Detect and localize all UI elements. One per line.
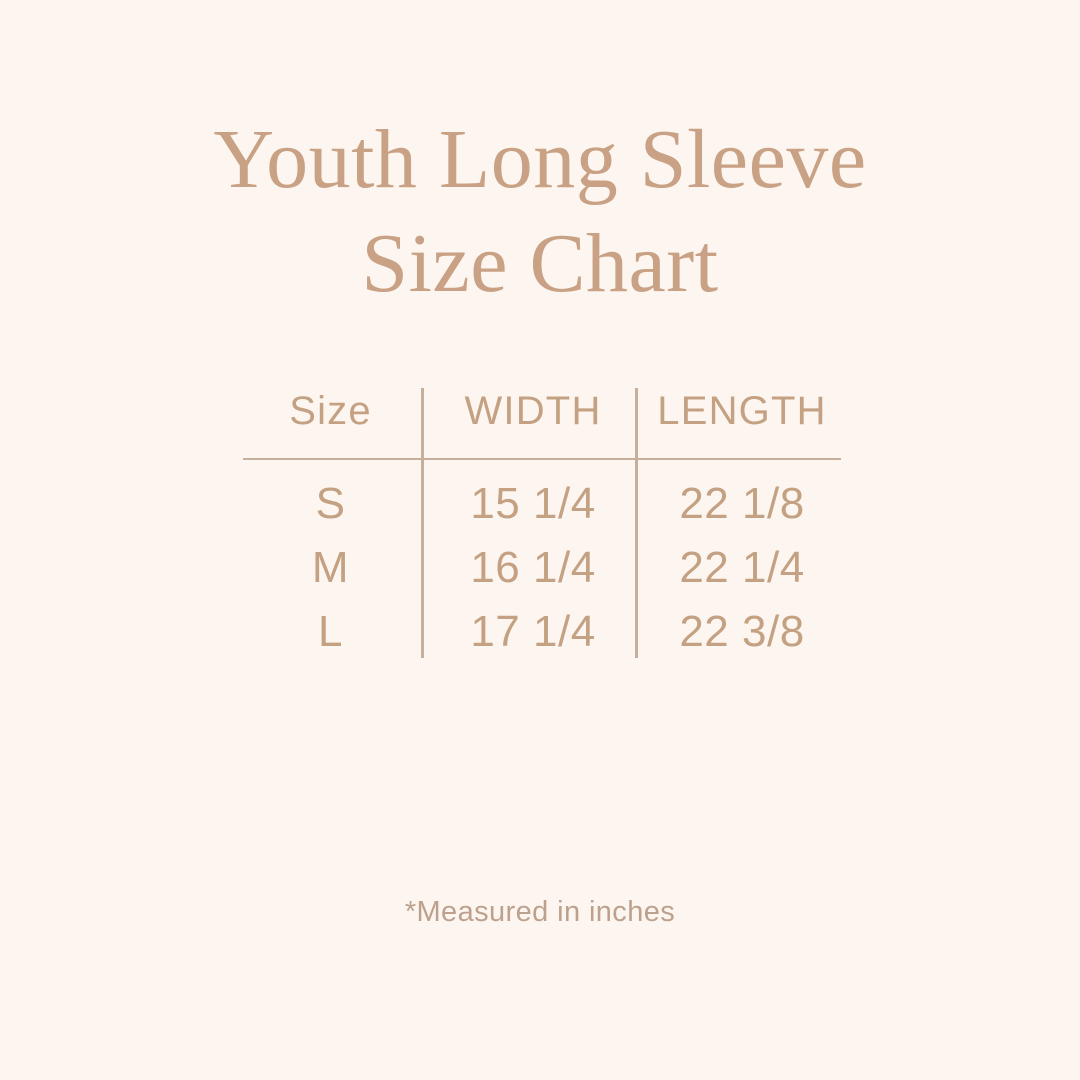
table-header-row: Size WIDTH LENGTH	[243, 380, 841, 442]
cell-size: M	[311, 543, 350, 592]
measurement-footnote: *Measured in inches	[404, 896, 676, 928]
size-chart-table: Size WIDTH LENGTH S 15 1/4 22 1/8 M 16 1…	[243, 380, 841, 665]
table-row: L 17 1/4 22 3/8	[243, 600, 841, 664]
column-header-length: LENGTH	[657, 389, 827, 433]
page-title-line-2: Size Chart	[361, 217, 719, 310]
cell-length: 22 3/8	[679, 607, 805, 656]
page-title-line-1: Youth Long Sleeve	[213, 113, 867, 206]
cell-size: L	[318, 607, 343, 656]
page-title: Youth Long Sleeve Size Chart	[0, 108, 1080, 316]
cell-width: 16 1/4	[470, 543, 596, 592]
cell-size: S	[315, 479, 346, 528]
column-header-size: Size	[289, 389, 372, 433]
column-divider-line-2	[635, 388, 638, 658]
table-grid: Size WIDTH LENGTH S 15 1/4 22 1/8 M 16 1…	[243, 380, 841, 665]
cell-width: 15 1/4	[470, 479, 596, 528]
table-row: M 16 1/4 22 1/4	[243, 536, 841, 600]
table-body: S 15 1/4 22 1/8 M 16 1/4 22 1/4 L 17 1/4…	[243, 472, 841, 664]
cell-length: 22 1/8	[679, 479, 805, 528]
header-divider-line	[243, 458, 841, 460]
column-header-width: WIDTH	[464, 389, 602, 433]
table-row: S 15 1/4 22 1/8	[243, 472, 841, 536]
column-divider-line-1	[421, 388, 424, 658]
cell-width: 17 1/4	[470, 607, 596, 656]
cell-length: 22 1/4	[679, 543, 805, 592]
